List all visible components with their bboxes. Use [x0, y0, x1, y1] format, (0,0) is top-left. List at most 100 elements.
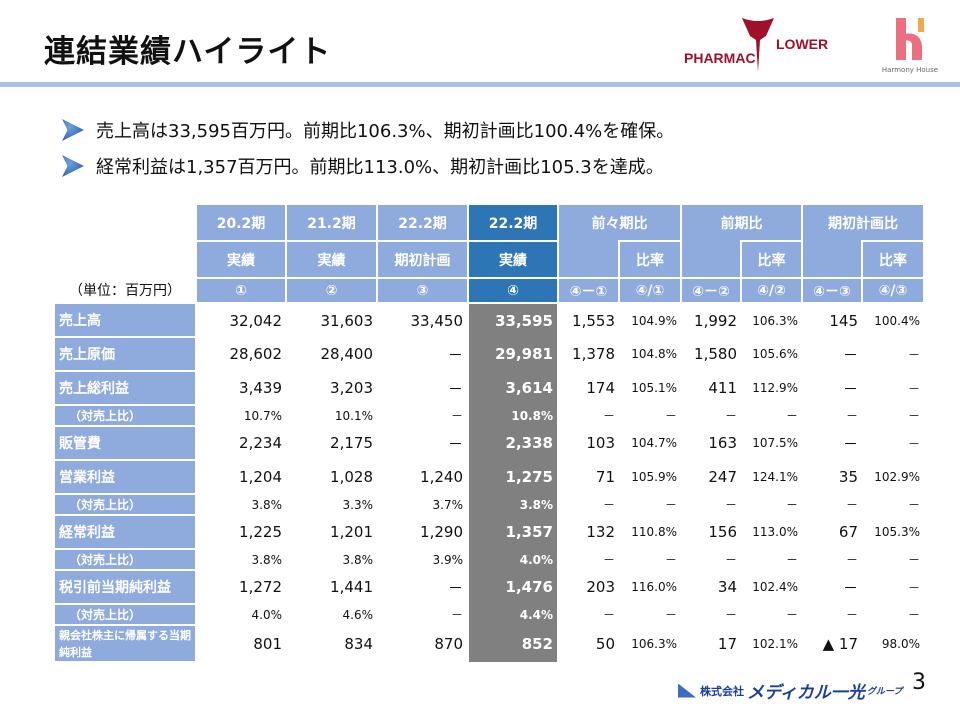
table-cell: 1,357: [467, 515, 559, 549]
header-index: ④/②: [740, 277, 803, 304]
table-cell: 1,225: [239, 523, 282, 541]
table-cell: 105.1%: [631, 381, 677, 395]
table-cell: －: [664, 498, 677, 512]
table-cell: －: [842, 379, 858, 398]
table-cell: 104.9%: [631, 313, 677, 328]
header-type: 期初計画: [376, 240, 469, 279]
table-cell: 112.9%: [752, 381, 798, 395]
table-cell: －: [845, 498, 858, 512]
table-cell: －: [842, 578, 858, 597]
footer-logo: 株式会社 メディカル一光 グループ: [678, 678, 902, 703]
table-cell: 1,272: [239, 578, 282, 596]
table-cell: 116.0%: [631, 580, 677, 594]
table-row: 経常利益 1,225 1,201 1,290 1,357 132 110.8% 156 113.…: [55, 514, 924, 550]
table-cell: 106.3%: [631, 636, 677, 651]
table-cell: 3,203: [330, 379, 373, 397]
table-cell: 2,175: [330, 434, 373, 452]
blank-cell: [55, 241, 196, 278]
table-cell: 106.3%: [752, 313, 798, 328]
header-index: ④－①: [557, 277, 620, 304]
table-cell: 411: [708, 379, 737, 397]
table-cell: 801: [253, 634, 282, 653]
blank-cell: [55, 204, 196, 241]
page-title: 連結業績ハイライト: [44, 34, 332, 70]
table-cell: 35: [838, 468, 858, 486]
table-cell: 110.8%: [631, 525, 677, 539]
table-cell: 1,378: [572, 345, 615, 363]
row-label: （対売上比）: [55, 603, 197, 626]
triangle-logo-icon: [678, 683, 696, 698]
header-index: ①: [195, 277, 287, 304]
header-index: ④－②: [680, 277, 742, 304]
table-cell: 124.1%: [752, 470, 798, 484]
table-cell: －: [907, 381, 920, 396]
h-logo-icon: [896, 18, 924, 60]
table-cell: －: [907, 498, 920, 512]
pharmacy-flower-logo: PHARMAC LOWER: [684, 16, 832, 72]
table-cell: －: [450, 608, 463, 622]
header-comparison: 前期比: [680, 203, 803, 241]
table-cell: 100.4%: [874, 313, 920, 328]
table-cell: 4.6%: [342, 607, 374, 622]
table-cell: 174: [586, 379, 615, 397]
table-cell: 1,476: [467, 570, 559, 604]
bullet-text: 経常利益は1,357百万円。前期比113.0%、期初計画比105.3を達成。: [96, 157, 664, 178]
table-cell: －: [602, 553, 615, 567]
table-cell: 2,234: [239, 434, 282, 452]
table-cell: －: [845, 409, 858, 423]
bullet-item: 売上高は33,595百万円。前期比106.3%、期初計画比100.4%を確保。: [62, 112, 674, 148]
table-cell: 105.3%: [874, 525, 920, 539]
table-cell: －: [907, 553, 920, 567]
table-cell: －: [664, 553, 677, 567]
page-number: 3: [912, 670, 926, 695]
results-table: 20.2期 21.2期 22.2期 22.2期 前々期比 前期比 期初計画比 実績 実績 期初計画…: [55, 203, 925, 663]
table-cell: －: [907, 580, 920, 595]
table-cell: －: [724, 553, 737, 567]
header-ratio: 比率: [618, 240, 682, 279]
table-cell: 67: [838, 523, 858, 541]
table-cell: －: [602, 498, 615, 512]
table-cell: 1,553: [572, 311, 615, 330]
table-cell: 107.5%: [752, 436, 798, 450]
table-cell: －: [664, 608, 677, 622]
row-label: （対売上比）: [55, 404, 197, 427]
table-cell: 247: [708, 468, 737, 486]
unit-label: （単位：百万円）: [69, 283, 181, 299]
header-period: 22.2期: [376, 203, 469, 242]
table-cell: 4.0%: [467, 549, 559, 570]
row-label: 売上原価: [55, 336, 197, 372]
table-cell: 105.6%: [752, 347, 798, 361]
header-period: 21.2期: [285, 203, 378, 242]
table-cell: 10.8%: [467, 405, 559, 426]
row-label: （対売上比）: [55, 548, 197, 571]
table-cell: 4.4%: [467, 604, 559, 625]
row-label: 販管費: [55, 425, 197, 461]
header-index: ④: [467, 277, 559, 304]
table-cell: 28,602: [229, 345, 283, 363]
row-label: 親会社株主に帰属する当期純利益: [55, 624, 197, 663]
header-ratio: 比率: [861, 240, 925, 279]
table-cell: 1,240: [420, 468, 463, 486]
table-cell: 1,201: [330, 523, 373, 541]
arrow-bullet-icon: [62, 155, 84, 177]
table-cell: 29,981: [467, 337, 559, 371]
table-row: 売上原価 28,602 28,400 － 29,981 1,378 104.8% 1,580 1…: [55, 336, 924, 372]
table-cell: 1,441: [330, 578, 373, 596]
table-cell: 852: [467, 625, 559, 662]
table-cell: 2,338: [467, 426, 559, 460]
row-label: （対売上比）: [55, 493, 197, 516]
table-cell: －: [602, 409, 615, 423]
header-comparison: 期初計画比: [801, 203, 925, 241]
header-ratio: 比率: [740, 240, 803, 279]
table-cell: －: [842, 345, 858, 364]
table-cell: 3.8%: [251, 497, 283, 512]
table-row: 売上総利益 3,439 3,203 － 3,614 174 105.1% 411 112.9% －…: [55, 370, 924, 406]
table-cell: 870: [434, 634, 463, 653]
header-row-index: （単位：百万円） ① ② ③ ④ ④－① ④/① ④－② ④/② ④－③ ④/③: [55, 277, 925, 304]
table-cell: 1,992: [694, 311, 737, 330]
row-label: 経常利益: [55, 514, 197, 550]
table-cell: 28,400: [320, 345, 374, 363]
table-cell: 132: [586, 523, 615, 541]
table-row: 親会社株主に帰属する当期純利益 801 834 870 852 50 106.3% 17 102…: [55, 624, 924, 663]
summary-bullets: 売上高は33,595百万円。前期比106.3%、期初計画比100.4%を確保。 …: [62, 112, 674, 184]
